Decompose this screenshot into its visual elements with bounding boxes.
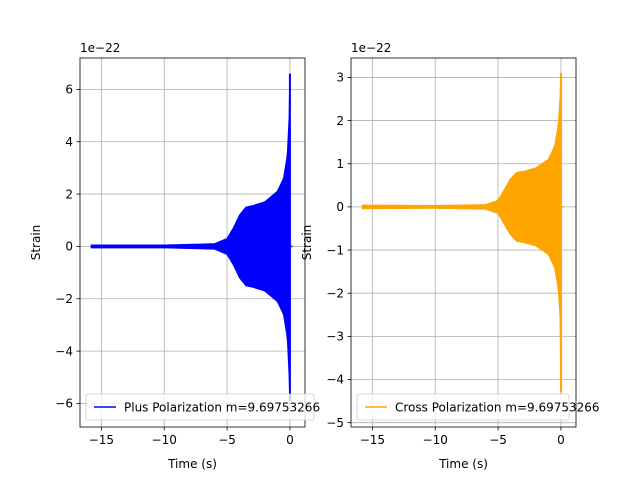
plus-x-tick-label-0: −15 xyxy=(89,433,114,447)
cross-waveform xyxy=(361,73,564,393)
plus-y-axis-label: Strain xyxy=(29,225,43,261)
plus-y-offset-label: 1e−22 xyxy=(80,41,120,55)
cross-x-tick-label-0: −15 xyxy=(360,433,385,447)
plus-x-axis-label: Time (s) xyxy=(167,457,217,471)
plus-ticks: −15 −10 −5 0 −6 −4 −2 0 2 4 6 xyxy=(55,83,293,447)
plus-y-tick-label-0: −6 xyxy=(55,397,73,411)
cross-legend: Cross Polarization m=9.69753266 xyxy=(356,393,600,421)
plus-y-tick-label-4: 2 xyxy=(65,187,73,201)
plus-axes-frame xyxy=(79,57,306,428)
plus-y-tick-label-1: −4 xyxy=(55,344,73,358)
cross-y-offset-label: 1e−22 xyxy=(351,41,391,55)
cross-x-tick-label-2: −5 xyxy=(489,433,507,447)
cross-x-tick-label-1: −10 xyxy=(423,433,448,447)
cross-y-tick-label-6: 1 xyxy=(336,157,344,171)
cross-y-tick-label-7: 2 xyxy=(336,114,344,128)
plus-x-tick-label-1: −10 xyxy=(152,433,177,447)
cross-y-tick-label-2: −3 xyxy=(326,330,344,344)
cross-x-tick-label-3: 0 xyxy=(557,433,565,447)
plus-x-tick-label-3: 0 xyxy=(286,433,294,447)
plus-y-tick-label-2: −2 xyxy=(55,292,73,306)
plus-y-tick-label-5: 4 xyxy=(65,135,73,149)
cross-legend-label: Cross Polarization m=9.69753266 xyxy=(395,401,600,415)
cross-legend-box xyxy=(356,393,570,421)
cross-y-tick-label-1: −4 xyxy=(326,373,344,387)
plus-y-tick-label-6: 6 xyxy=(65,83,73,97)
plus-legend-box xyxy=(85,393,315,421)
cross-y-tick-label-4: −1 xyxy=(326,243,344,257)
plus-legend: Plus Polarization m=9.69753266 xyxy=(85,393,320,421)
cross-y-tick-label-8: 3 xyxy=(336,71,344,85)
plus-x-tick-label-2: −5 xyxy=(218,433,236,447)
cross-x-axis-label: Time (s) xyxy=(438,457,488,471)
plus-polarization-panel: −15 −10 −5 0 −6 −4 −2 0 2 4 6 1e−22 Time (s) Strai… xyxy=(29,41,320,471)
plus-y-tick-label-3: 0 xyxy=(65,240,73,254)
cross-y-tick-label-0: −5 xyxy=(326,416,344,430)
cross-y-tick-label-5: 0 xyxy=(336,200,344,214)
plus-legend-label: Plus Polarization m=9.69753266 xyxy=(124,401,320,415)
cross-y-axis-label: Strain xyxy=(300,225,314,261)
cross-y-tick-label-3: −2 xyxy=(326,286,344,300)
cross-axes-frame xyxy=(350,57,577,428)
